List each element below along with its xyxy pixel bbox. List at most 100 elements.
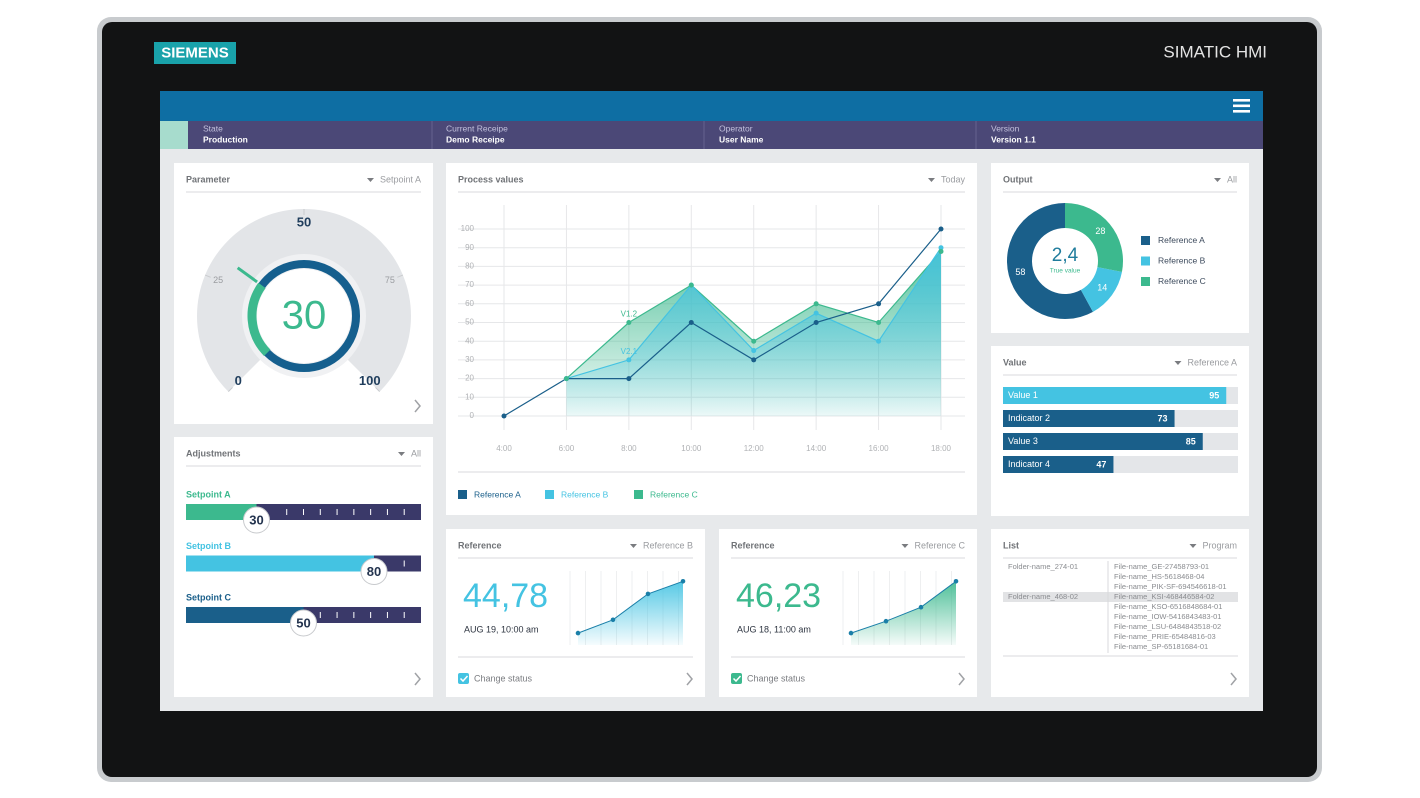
brand-logo: [154, 42, 236, 64]
panel-filter[interactable]: All: [411, 448, 421, 458]
gauge-tick-label: 0: [235, 373, 242, 388]
spark-point: [883, 618, 889, 624]
status-value: Production: [203, 134, 248, 144]
donut-label: 58: [1015, 267, 1025, 277]
y-tick-label: 70: [465, 280, 474, 289]
timestamp: AUG 18, 11:00 am: [737, 624, 811, 634]
bar-value: 85: [1186, 436, 1196, 446]
donut-center-label: True value: [1050, 268, 1081, 275]
panel: [991, 346, 1249, 516]
checkbox[interactable]: [731, 673, 742, 684]
legend-swatch: [1141, 277, 1150, 286]
legend-swatch: [545, 490, 554, 499]
legend-swatch: [634, 490, 643, 499]
data-point: [813, 301, 819, 307]
gauge-tick: [375, 387, 381, 393]
gauge-center: [257, 269, 351, 363]
dropdown-arrow: [901, 544, 909, 548]
bar-value: 95: [1209, 390, 1219, 400]
y-tick-label: 30: [465, 355, 474, 364]
x-tick-label: 18:00: [931, 444, 952, 453]
gauge-tick-label: 50: [297, 214, 311, 229]
menu-button[interactable]: [1233, 99, 1250, 113]
spark-area: [578, 581, 683, 645]
legend-label: Reference B: [561, 489, 609, 499]
bar-label: Indicator 4: [1008, 459, 1050, 469]
panel-filter[interactable]: All: [1227, 174, 1237, 184]
bar: [1003, 410, 1175, 427]
y-tick-label: 80: [465, 262, 474, 271]
slider-knob[interactable]: [290, 609, 317, 637]
checkbox[interactable]: [458, 673, 469, 684]
x-tick-label: 8:00: [621, 444, 637, 453]
spark-point: [645, 591, 651, 597]
y-tick-label: 50: [465, 318, 474, 327]
slider-label: Setpoint C: [186, 592, 231, 602]
slider-value: 50: [296, 615, 310, 630]
status-value: User Name: [719, 134, 764, 144]
status-bar: [160, 121, 1263, 149]
x-tick-label: 6:00: [559, 444, 575, 453]
gauge-needle: [236, 266, 258, 284]
chevron[interactable]: [686, 672, 693, 686]
donut-center-value: 2,4: [1052, 245, 1079, 266]
gauge-tick-label: 75: [385, 275, 395, 285]
panel-filter[interactable]: Program: [1202, 540, 1237, 550]
panel-filter[interactable]: Reference C: [914, 540, 965, 550]
model: SIMATIC HMI: [1163, 42, 1267, 61]
chevron[interactable]: [958, 672, 965, 686]
chevron[interactable]: [414, 672, 421, 686]
checkmark: [732, 675, 742, 683]
y-tick-label: 100: [461, 224, 475, 233]
panel-filter[interactable]: Reference A: [1187, 357, 1237, 367]
checkmark: [459, 675, 469, 683]
legend-swatch: [1141, 236, 1150, 245]
panel-title: List: [1003, 540, 1019, 550]
series-area: [566, 247, 941, 416]
bar-value: 47: [1096, 459, 1106, 469]
chevron[interactable]: [1230, 672, 1237, 686]
point-note: V1.2: [621, 310, 638, 319]
data-point: [626, 357, 632, 363]
data-point: [751, 338, 757, 344]
folder-item: Folder-name_468-02: [1008, 592, 1078, 601]
gauge-value: 30: [282, 294, 327, 338]
checkbox-label: Change status: [474, 673, 533, 683]
slider-knob[interactable]: [360, 558, 388, 585]
data-point: [751, 348, 757, 354]
header-bar: [160, 91, 1263, 121]
spark-area: [851, 581, 956, 645]
panel-title: Value: [1003, 357, 1027, 367]
x-tick-label: 10:00: [681, 444, 702, 453]
legend-label: Reference B: [1158, 255, 1206, 265]
slider-knob[interactable]: [243, 506, 270, 534]
bar-label: Value 1: [1008, 390, 1038, 400]
menu-line: [1233, 104, 1250, 108]
data-point: [626, 320, 632, 325]
gauge-tick: [227, 387, 233, 393]
legend-label: Reference C: [1158, 276, 1206, 286]
spark-point: [610, 617, 616, 623]
data-point: [813, 310, 819, 316]
panel-filter[interactable]: Reference B: [643, 540, 693, 550]
donut-segment: [1065, 203, 1123, 272]
y-tick-label: 10: [465, 392, 474, 401]
data-point: [938, 245, 944, 251]
x-tick-label: 14:00: [806, 444, 827, 453]
x-tick-label: 16:00: [869, 444, 890, 453]
spark-line: [850, 580, 957, 634]
selected-row: [1003, 592, 1238, 602]
donut-label: 28: [1095, 226, 1105, 236]
data-point: [688, 320, 694, 325]
legend-swatch: [458, 490, 467, 499]
file-item: File-name_KSO-6516848684-01: [1114, 602, 1222, 611]
chevron[interactable]: [414, 399, 421, 413]
donut-segment: [1080, 267, 1122, 312]
spark-line: [577, 580, 684, 634]
data-point: [501, 413, 507, 419]
gauge-tick: [397, 274, 404, 278]
panel-filter[interactable]: Setpoint A: [380, 174, 421, 184]
panel-filter[interactable]: Today: [941, 174, 966, 184]
brand: SIEMENS: [161, 44, 229, 61]
bar-value: 73: [1158, 413, 1168, 423]
